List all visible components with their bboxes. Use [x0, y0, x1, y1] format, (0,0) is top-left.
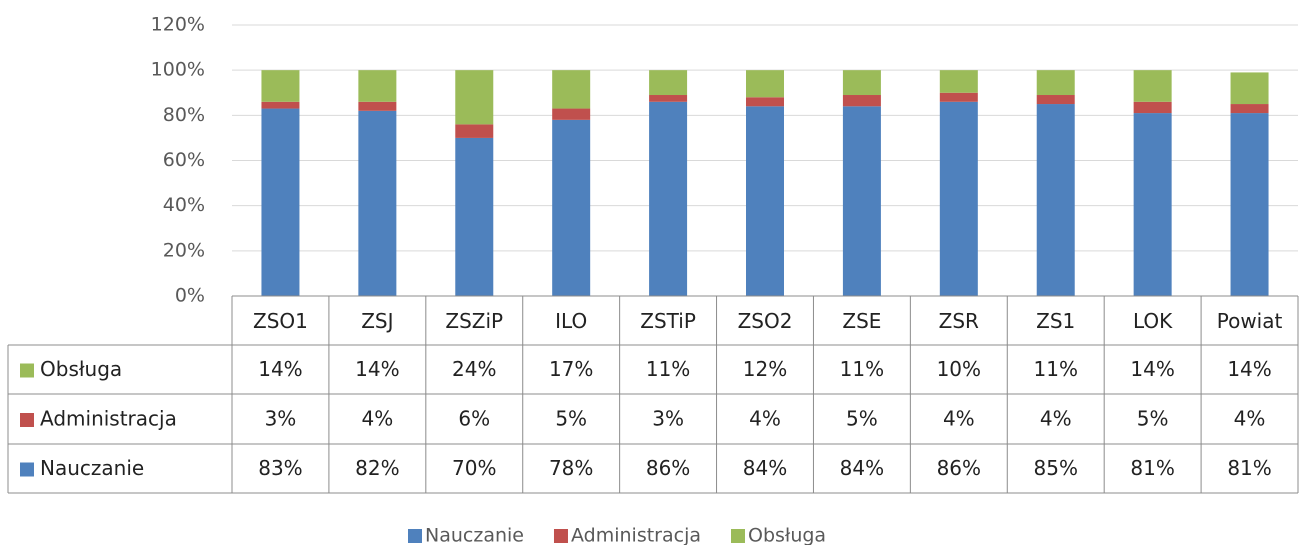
bar-segment [842, 95, 881, 107]
table-cell: 14% [1130, 357, 1174, 381]
x-tick-label: ZSZiP [445, 309, 503, 333]
table-legend-key [20, 462, 34, 477]
table-cell: 4% [1040, 407, 1072, 431]
bar-segment [552, 119, 591, 296]
table-cell: 11% [840, 357, 884, 381]
bar-segment [939, 92, 978, 102]
x-tick-label: ZSJ [361, 309, 393, 333]
table-cell: 84% [840, 456, 884, 480]
bar-segment [1230, 72, 1269, 105]
x-tick-label: ZSTiP [640, 309, 696, 333]
table-cell: 4% [1234, 407, 1266, 431]
table-row-label: Nauczanie [40, 456, 144, 480]
bar-segment [552, 70, 591, 109]
bar-segment [261, 70, 300, 102]
table-cell: 14% [1227, 357, 1271, 381]
table-legend-key [20, 413, 34, 427]
bar-segment [455, 124, 494, 138]
legend-label: Nauczanie [425, 525, 524, 545]
table-cell: 5% [555, 407, 587, 431]
y-tick-label: 80% [163, 104, 205, 126]
bar-segment [1036, 104, 1075, 297]
table-cell: 81% [1130, 456, 1174, 480]
table-legend-key [20, 363, 34, 378]
table-cell: 14% [355, 357, 399, 381]
bar-segment [1230, 104, 1269, 114]
x-tick-label: ZSO1 [253, 309, 308, 333]
table-cell: 17% [549, 357, 593, 381]
bar-segment [455, 137, 494, 296]
bar-segment [358, 110, 397, 296]
table-cell: 4% [361, 407, 393, 431]
table-cell: 24% [452, 357, 496, 381]
y-tick-label: 60% [163, 149, 205, 171]
table-cell: 86% [937, 456, 981, 480]
table-cell: 83% [258, 456, 302, 480]
bar-segment [1230, 113, 1269, 296]
bar-segment [842, 70, 881, 96]
x-tick-label: LOK [1133, 309, 1173, 333]
table-cell: 86% [646, 456, 690, 480]
bar-segment [1133, 70, 1172, 102]
bar-segment [261, 101, 300, 109]
bar-segment [842, 106, 881, 296]
table-cell: 11% [1034, 357, 1078, 381]
table-cell: 5% [846, 407, 878, 431]
bar-segment [746, 97, 784, 107]
legend-key [408, 529, 422, 543]
table-row-label: Obsługa [40, 357, 122, 381]
table-cell: 3% [265, 407, 297, 431]
table-row-label: Administracja [40, 407, 177, 431]
table-cell: 5% [1137, 407, 1169, 431]
bar-segment [1133, 101, 1172, 114]
table-cell: 4% [943, 407, 975, 431]
table-cell: 12% [743, 357, 787, 381]
x-tick-label: ZSO2 [738, 309, 793, 333]
table-cell: 78% [549, 456, 593, 480]
bar-segment [939, 101, 978, 297]
table-cell: 10% [937, 357, 981, 381]
bar-segment [1036, 70, 1075, 96]
x-tick-label: ZS1 [1036, 309, 1075, 333]
bar-segment [261, 108, 300, 296]
x-tick-label: Powiat [1217, 309, 1283, 333]
table-cell: 70% [452, 456, 496, 480]
bar-segment [455, 70, 494, 125]
x-tick-label: ILO [555, 309, 587, 333]
table-cell: 11% [646, 357, 690, 381]
table-cell: 6% [458, 407, 490, 431]
bar-segment [649, 101, 688, 297]
bar-segment [746, 70, 784, 98]
table-cell: 82% [355, 456, 399, 480]
bar-segment [358, 70, 397, 102]
y-tick-label: 0% [175, 285, 205, 307]
bar-segment [939, 70, 978, 93]
bar-segment [1036, 95, 1075, 105]
legend-key [731, 529, 745, 543]
table-cell: 3% [652, 407, 684, 431]
y-tick-label: 100% [151, 59, 205, 81]
y-tick-label: 40% [163, 194, 205, 216]
legend-key [553, 529, 568, 543]
bar-segment [649, 70, 688, 96]
bar-segment [552, 108, 591, 120]
y-tick-label: 20% [163, 239, 205, 261]
x-tick-label: ZSE [842, 309, 881, 333]
table-cell: 14% [258, 357, 302, 381]
bar-segment [358, 101, 397, 111]
bar-segment [1133, 113, 1172, 296]
table-cell: 85% [1034, 456, 1078, 480]
table-cell: 81% [1227, 456, 1271, 480]
x-tick-label: ZSR [939, 309, 979, 333]
legend-label: Obsługa [748, 525, 826, 545]
table-cell: 84% [743, 456, 787, 480]
y-tick-label: 120% [151, 14, 205, 36]
bar-segment [649, 95, 688, 102]
table-cell: 4% [749, 407, 781, 431]
bar-segment [746, 106, 784, 296]
legend-label: Administracja [571, 525, 701, 545]
